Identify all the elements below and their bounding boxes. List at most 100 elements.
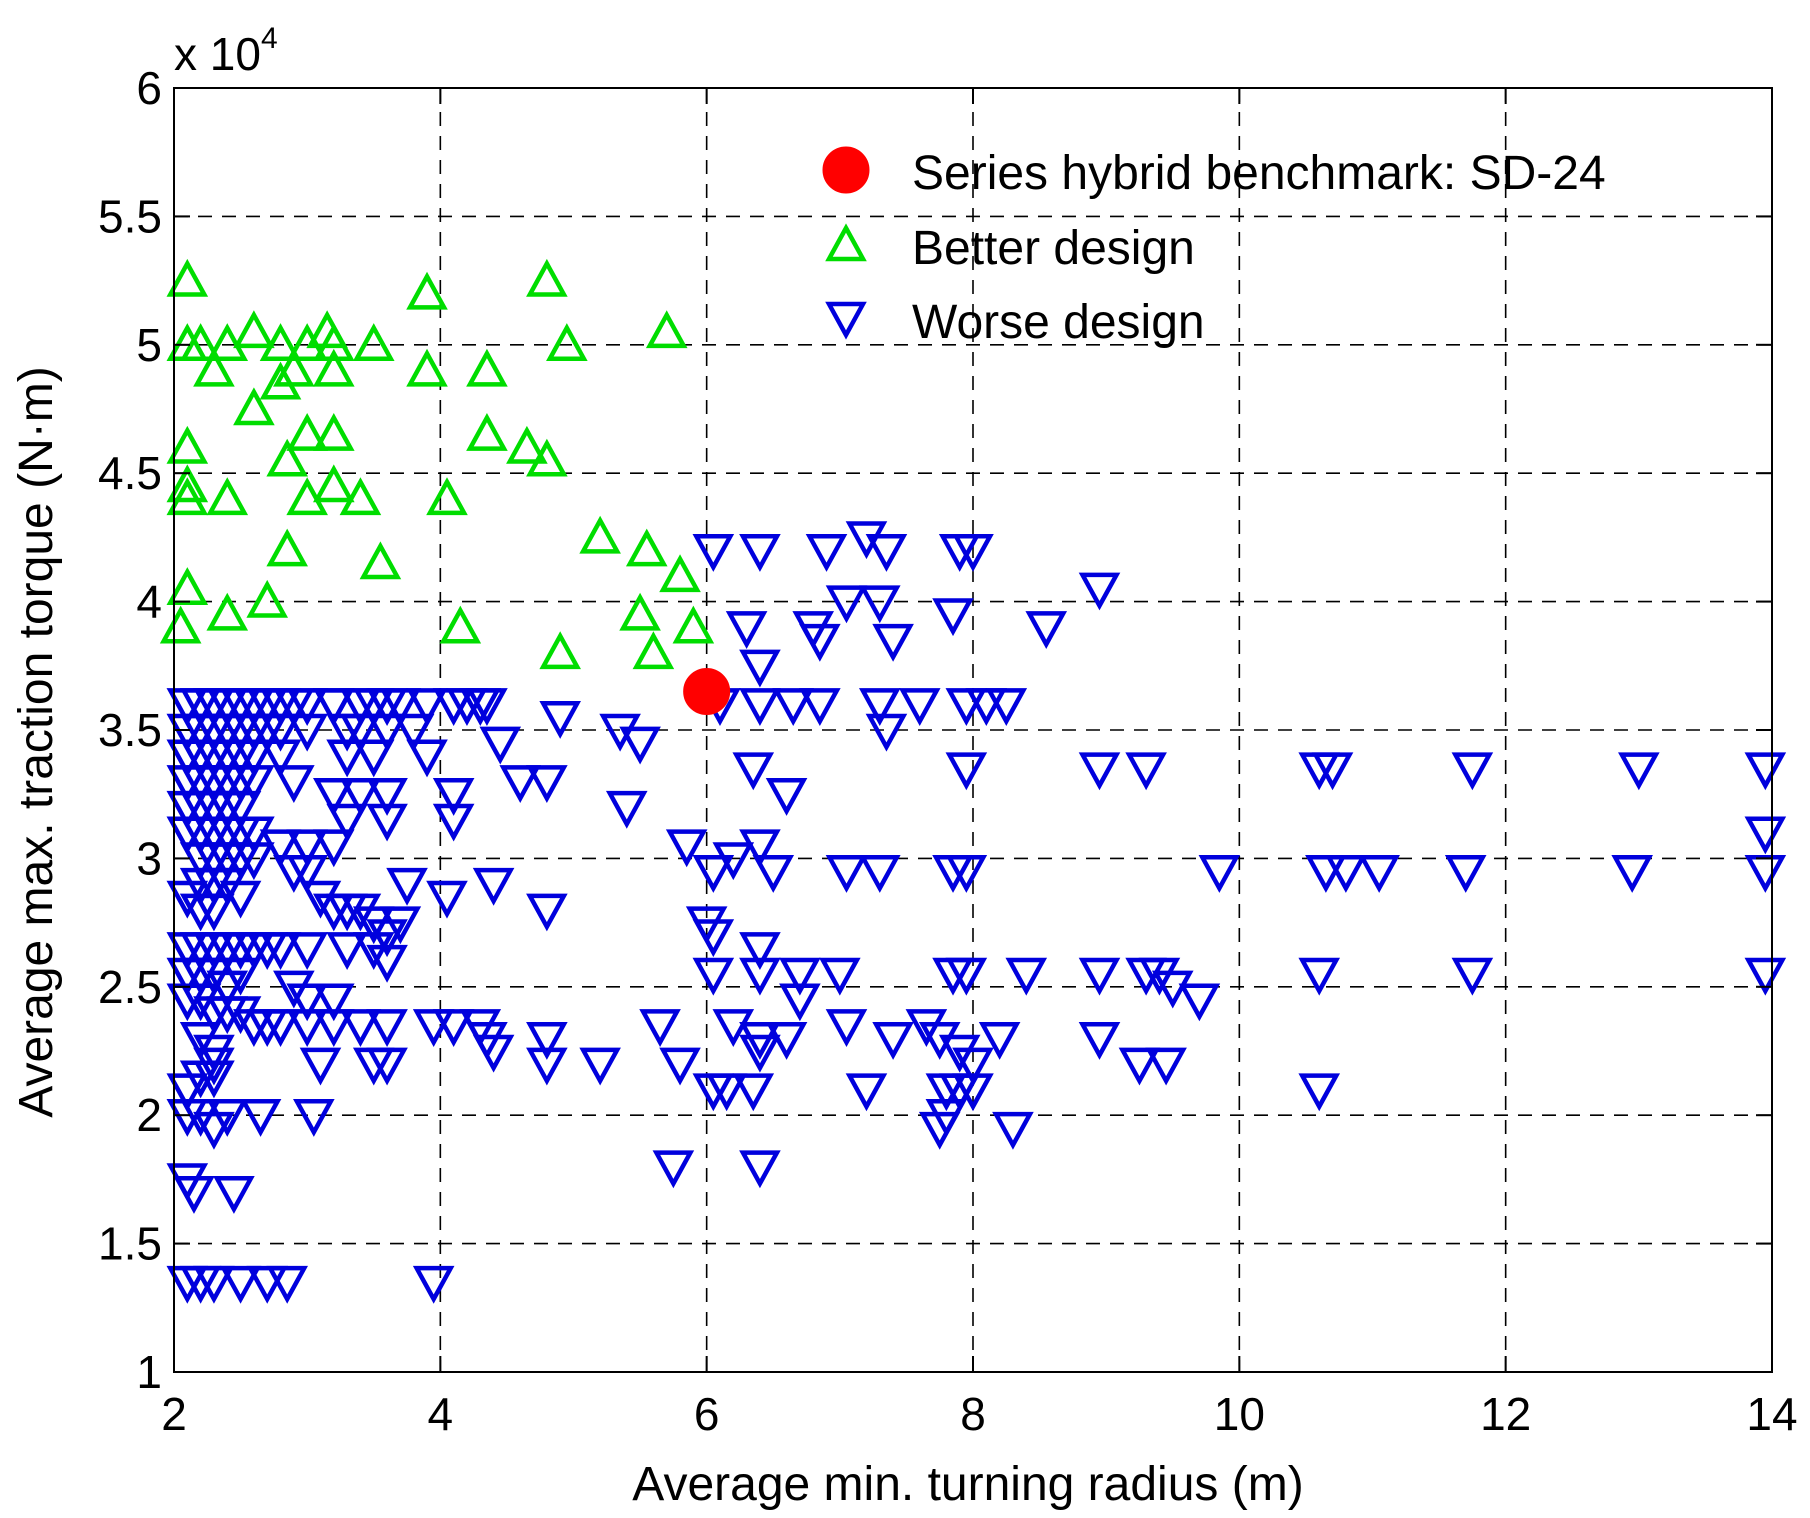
- worse-design-point: [858, 585, 901, 624]
- worse-design-point: [352, 906, 395, 945]
- worse-design-point: [739, 1150, 781, 1189]
- worse-design-point: [339, 1009, 382, 1047]
- worse-design-point: [379, 688, 422, 726]
- x-tick-label: 4: [428, 1388, 454, 1440]
- better-design-point: [193, 348, 235, 387]
- better-design-point: [166, 477, 209, 516]
- worse-design-point: [1078, 752, 1121, 791]
- worse-design-point: [1078, 572, 1121, 611]
- worse-design-point: [739, 829, 781, 868]
- worse-design-point: [905, 1009, 948, 1047]
- x-tick-label: 8: [960, 1388, 986, 1440]
- worse-design-point: [312, 688, 355, 726]
- worse-design-point: [825, 855, 868, 893]
- worse-design-point: [259, 932, 302, 970]
- better-design-point: [166, 258, 209, 297]
- worse-design-point: [918, 1021, 961, 1060]
- worse-design-point: [952, 1073, 994, 1112]
- better-design-point: [266, 438, 308, 477]
- better-design-point: [659, 554, 701, 593]
- better-design-point: [546, 323, 588, 361]
- worse-design-point: [765, 1021, 808, 1060]
- worse-design-point: [259, 829, 302, 868]
- worse-design-point: [932, 598, 974, 637]
- worse-design-point: [432, 803, 475, 842]
- data-points: [159, 258, 1787, 1304]
- worse-design-point: [579, 1047, 621, 1086]
- worse-design-point: [239, 1099, 282, 1137]
- worse-design-point: [193, 1111, 235, 1150]
- better-design-point: [206, 477, 249, 516]
- worse-design-point: [366, 919, 408, 958]
- worse-design-point: [366, 1047, 408, 1086]
- worse-design-point: [1444, 855, 1487, 893]
- worse-design-point: [725, 611, 768, 649]
- worse-design-point: [526, 893, 568, 932]
- worse-design-point: [366, 778, 408, 816]
- worse-design-point: [1305, 855, 1347, 893]
- worse-design-point: [259, 739, 302, 778]
- better-design-point: [579, 515, 621, 554]
- better-design-point: [466, 348, 508, 387]
- worse-design-point: [386, 867, 428, 906]
- legend-better-design-point-symbol: [825, 223, 867, 262]
- better-design-point: [645, 310, 688, 349]
- y-tick-label: 5: [136, 319, 162, 371]
- worse-design-point: [219, 880, 262, 919]
- worse-design-point: [945, 957, 988, 996]
- better-design-point: [625, 528, 668, 567]
- worse-design-point: [858, 855, 901, 893]
- better-design-point: [672, 605, 715, 644]
- x-tick-label: 6: [694, 1388, 720, 1440]
- worse-design-point: [945, 855, 988, 893]
- worse-design-point: [326, 803, 368, 842]
- better-design-point: [406, 271, 448, 310]
- better-design-point: [406, 348, 448, 387]
- worse-design-point: [526, 1047, 568, 1086]
- worse-design-point: [273, 765, 315, 804]
- worse-design-point: [312, 1009, 355, 1047]
- worse-design-point: [845, 521, 888, 560]
- worse-design-point: [659, 1047, 701, 1086]
- y-tick-label: 4.5: [98, 447, 162, 499]
- x-axis-title: Average min. turning radius (m): [632, 1458, 1303, 1511]
- worse-design-point: [233, 739, 275, 778]
- worse-design-point: [739, 1034, 781, 1073]
- worse-design-point: [259, 1009, 302, 1047]
- better-design-point: [206, 592, 249, 631]
- worse-design-point: [1145, 1047, 1187, 1086]
- worse-design-point: [299, 1047, 342, 1086]
- worse-design-point: [312, 983, 355, 1022]
- worse-design-point: [352, 739, 395, 778]
- worse-design-point: [945, 752, 988, 791]
- y-tick-label: 6: [136, 62, 162, 114]
- worse-design-point: [412, 1265, 455, 1304]
- better-design-point: [159, 605, 202, 644]
- worse-design-point: [286, 713, 328, 752]
- legend-marker-better-design: [825, 223, 867, 262]
- worse-design-point: [1198, 855, 1241, 893]
- y-tick-label: 4: [136, 576, 162, 628]
- better-design-point: [359, 541, 402, 580]
- worse-design-point: [286, 932, 328, 970]
- worse-design-point: [779, 983, 821, 1022]
- worse-design-point: [732, 1073, 775, 1112]
- worse-design-point: [692, 855, 735, 893]
- worse-design-point: [219, 957, 262, 996]
- worse-design-point: [1744, 957, 1787, 996]
- worse-design-point: [692, 957, 735, 996]
- legend-worse-design-point-symbol: [825, 301, 867, 340]
- worse-design-point: [166, 1163, 209, 1202]
- better-design-point: [233, 387, 275, 426]
- worse-design-point: [938, 1034, 981, 1073]
- worse-design-point: [193, 893, 235, 932]
- worse-design-point: [978, 1021, 1021, 1060]
- y-tick-label: 1.5: [98, 1218, 162, 1270]
- worse-design-point: [179, 1060, 222, 1099]
- worse-design-point: [193, 1034, 235, 1073]
- y-tick-label: 5.5: [98, 190, 162, 242]
- worse-design-point: [639, 1009, 681, 1047]
- better-design-point: [179, 323, 222, 361]
- worse-design-point: [339, 893, 382, 932]
